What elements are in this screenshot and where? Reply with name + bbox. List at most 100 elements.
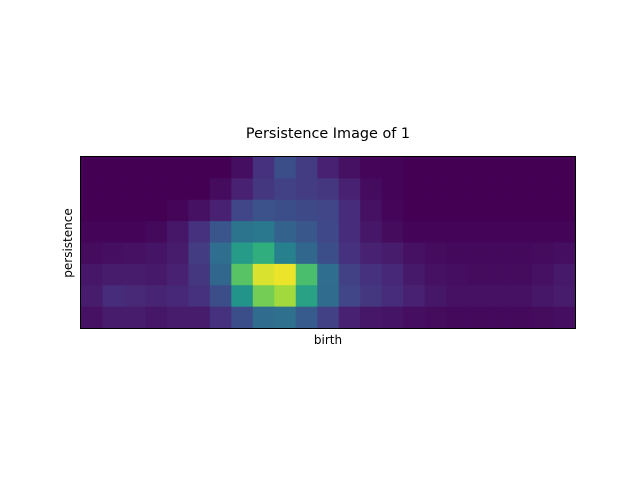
heatmap-cell: [145, 285, 168, 308]
heatmap-cell: [532, 242, 555, 265]
heatmap-cell: [317, 221, 340, 244]
heatmap-cell: [231, 199, 254, 222]
heatmap-cell: [338, 285, 361, 308]
heatmap-cell: [252, 221, 275, 244]
heatmap-cell: [489, 263, 512, 286]
heatmap-cell: [81, 285, 104, 308]
heatmap-cell: [209, 221, 232, 244]
heatmap-cell: [446, 263, 469, 286]
heatmap-cell: [166, 221, 189, 244]
heatmap-cell: [553, 221, 576, 244]
heatmap-cell: [209, 306, 232, 329]
heatmap-cell: [102, 178, 125, 201]
heatmap-cell: [274, 221, 297, 244]
heatmap-cell: [467, 285, 490, 308]
chart-title: Persistence Image of 1: [246, 126, 410, 142]
heatmap-cell: [209, 199, 232, 222]
heatmap-cell: [145, 178, 168, 201]
heatmap-cell: [553, 306, 576, 329]
heatmap-cell: [188, 242, 211, 265]
heatmap-cell: [274, 157, 297, 179]
heatmap-cell: [252, 157, 275, 179]
heatmap-cell: [467, 178, 490, 201]
heatmap-cell: [467, 306, 490, 329]
heatmap-cell: [424, 221, 447, 244]
heatmap-cell: [102, 285, 125, 308]
heatmap-cell: [81, 242, 104, 265]
heatmap-cell: [467, 242, 490, 265]
heatmap-cell: [467, 221, 490, 244]
heatmap-cell: [166, 263, 189, 286]
heatmap-cell: [381, 178, 404, 201]
heatmap-cell: [360, 221, 383, 244]
heatmap-cell: [403, 285, 426, 308]
heatmap-cell: [274, 285, 297, 308]
heatmap-cell: [188, 178, 211, 201]
heatmap-cell: [252, 178, 275, 201]
heatmap-cell: [166, 242, 189, 265]
heatmap-cell: [403, 221, 426, 244]
heatmap-cell: [338, 178, 361, 201]
heatmap-cell: [317, 157, 340, 179]
heatmap-cell: [188, 221, 211, 244]
heatmap-cell: [489, 285, 512, 308]
heatmap-cell: [381, 306, 404, 329]
heatmap-cell: [231, 263, 254, 286]
heatmap-cell: [81, 306, 104, 329]
heatmap-cell: [489, 157, 512, 179]
heatmap-cell: [188, 263, 211, 286]
heatmap-cell: [446, 199, 469, 222]
heatmap-cell: [145, 199, 168, 222]
heatmap-cell: [403, 306, 426, 329]
heatmap-cell: [252, 199, 275, 222]
heatmap-cell: [510, 178, 533, 201]
heatmap-cell: [424, 242, 447, 265]
heatmap-cell: [123, 306, 147, 329]
heatmap-cell: [252, 285, 275, 308]
heatmap-cell: [467, 157, 490, 179]
heatmap-cell: [166, 178, 189, 201]
heatmap-cell: [81, 199, 104, 222]
heatmap-cell: [123, 199, 147, 222]
heatmap-cell: [123, 221, 147, 244]
heatmap-cell: [424, 263, 447, 286]
heatmap-cell: [209, 242, 232, 265]
heatmap-cell: [81, 178, 104, 201]
heatmap-cell: [360, 263, 383, 286]
heatmap-cell: [145, 263, 168, 286]
heatmap-cell: [381, 242, 404, 265]
heatmap-cell: [317, 242, 340, 265]
heatmap-cell: [209, 178, 232, 201]
heatmap-cell: [338, 199, 361, 222]
heatmap-cell: [81, 263, 104, 286]
heatmap-cell: [424, 178, 447, 201]
heatmap-cell: [188, 199, 211, 222]
heatmap-cell: [274, 306, 297, 329]
heatmap-cell: [553, 157, 576, 179]
heatmap-cell: [532, 157, 555, 179]
heatmap-cell: [510, 242, 533, 265]
heatmap-cell: [317, 285, 340, 308]
heatmap-cell: [231, 221, 254, 244]
heatmap-cell: [360, 306, 383, 329]
heatmap-cell: [166, 285, 189, 308]
heatmap-cell: [145, 221, 168, 244]
heatmap-cell: [295, 199, 318, 222]
heatmap-cell: [252, 306, 275, 329]
heatmap-cell: [123, 263, 147, 286]
heatmap-cell: [338, 157, 361, 179]
heatmap-cell: [553, 242, 576, 265]
heatmap-cell: [166, 157, 189, 179]
heatmap-cell: [360, 157, 383, 179]
heatmap-cell: [532, 285, 555, 308]
heatmap-cell: [489, 199, 512, 222]
heatmap-cell: [446, 285, 469, 308]
heatmap-cell: [231, 178, 254, 201]
heatmap-cell: [209, 157, 232, 179]
heatmap-cell: [338, 263, 361, 286]
heatmap-cell: [403, 157, 426, 179]
heatmap-cell: [123, 285, 147, 308]
heatmap-cell: [274, 199, 297, 222]
heatmap-cell: [510, 221, 533, 244]
